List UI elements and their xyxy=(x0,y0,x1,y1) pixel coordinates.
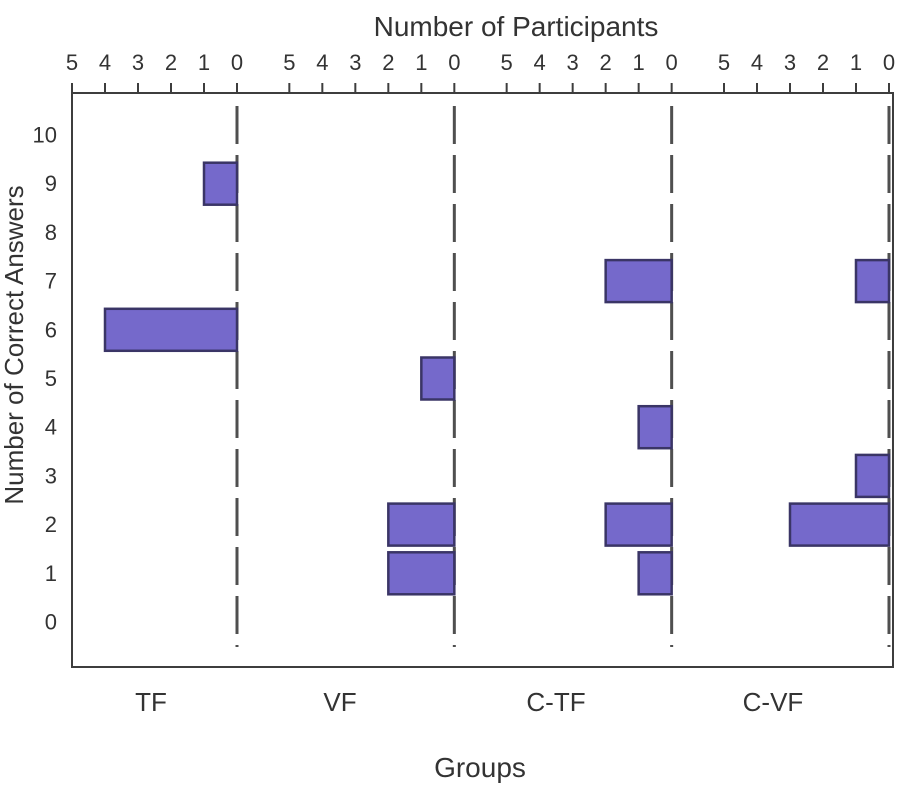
bar xyxy=(103,307,239,353)
bar xyxy=(202,161,239,206)
bars-layer xyxy=(103,161,891,596)
y-axis-tick-label: 5 xyxy=(45,366,57,391)
top-axis-tick-label: 3 xyxy=(132,50,144,75)
top-axis-tick-label: 1 xyxy=(850,50,862,75)
y-axis-tick-label: 7 xyxy=(45,269,57,294)
y-axis-tick-label: 0 xyxy=(45,610,57,635)
top-axis-tick-label: 0 xyxy=(448,50,460,75)
top-axis-tick-label: 5 xyxy=(66,50,78,75)
top-axis-tick-label: 2 xyxy=(382,50,394,75)
y-axis-tick-label: 6 xyxy=(45,317,57,342)
bar xyxy=(854,258,891,304)
x-axis-title: Groups xyxy=(434,752,526,783)
bar xyxy=(788,502,891,547)
top-axis-tick-label: 5 xyxy=(283,50,295,75)
bar xyxy=(637,404,673,450)
top-axis-tick-label: 4 xyxy=(316,50,328,75)
top-axis-tick-label: 1 xyxy=(198,50,210,75)
top-axis-tick-label: 2 xyxy=(817,50,829,75)
y-axis-title: Number of Correct Answers xyxy=(0,185,29,504)
group-label: TF xyxy=(135,687,167,717)
bar xyxy=(387,502,456,547)
top-axis-tick-label: 2 xyxy=(600,50,612,75)
top-axis-tick-label: 4 xyxy=(751,50,763,75)
top-axis-tick-label: 3 xyxy=(567,50,579,75)
y-axis-tick-label: 8 xyxy=(45,220,57,245)
y-axis-tick-label: 4 xyxy=(45,415,57,440)
bar xyxy=(604,502,673,547)
zero-lines-layer xyxy=(235,106,891,647)
top-axis-tick-label: 3 xyxy=(349,50,361,75)
bar xyxy=(637,551,673,596)
top-axis-tick-label: 1 xyxy=(415,50,427,75)
y-axis-tick-label: 2 xyxy=(45,512,57,537)
group-labels-layer: TF VF C-TF C-VF xyxy=(135,687,803,717)
group-label: C-VF xyxy=(743,687,804,717)
bar xyxy=(420,356,456,401)
bar xyxy=(854,453,891,499)
top-axis-tick-label: 0 xyxy=(666,50,678,75)
y-axis-tick-label: 10 xyxy=(33,123,57,148)
plot-border xyxy=(71,92,894,668)
y-axis-tick-label: 9 xyxy=(45,171,57,196)
y-axis-tick-label: 1 xyxy=(45,561,57,586)
chart-title: Number of Participants xyxy=(374,11,659,42)
top-axis-tick-label: 2 xyxy=(165,50,177,75)
top-axis-tick-label: 4 xyxy=(99,50,111,75)
top-axis-tick-label: 3 xyxy=(784,50,796,75)
top-axis-tick-label: 4 xyxy=(534,50,546,75)
group-label: C-TF xyxy=(526,687,585,717)
top-axis-tick-label: 0 xyxy=(231,50,243,75)
top-axis-tick-label: 5 xyxy=(501,50,513,75)
y-axis-tick-label: 3 xyxy=(45,463,57,488)
bar xyxy=(604,258,673,304)
bar xyxy=(387,551,456,596)
top-axis-tick-label: 5 xyxy=(718,50,730,75)
top-axis-tick-label: 1 xyxy=(633,50,645,75)
plot-border-layer xyxy=(71,92,894,668)
group-label: VF xyxy=(323,687,356,717)
top-axis-tick-label: 0 xyxy=(883,50,895,75)
